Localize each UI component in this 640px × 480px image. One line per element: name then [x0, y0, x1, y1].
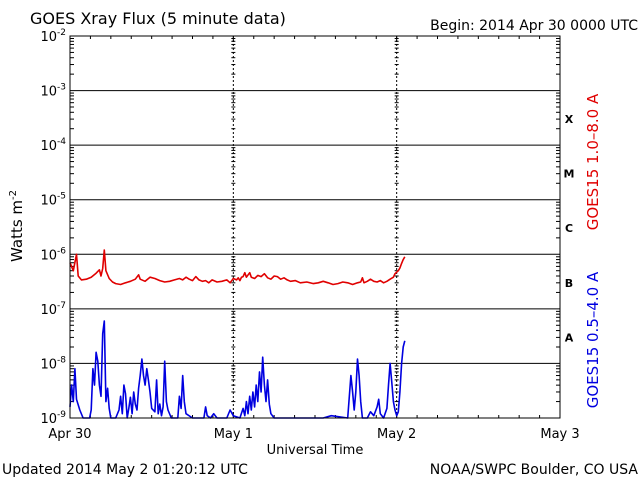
y-tick-label: 10-3 — [40, 83, 66, 100]
y-tick-base: 10 — [40, 248, 57, 263]
y-tick-base: 10 — [40, 412, 57, 427]
flare-class-label: B — [565, 277, 573, 290]
y-tick-label: 10-5 — [40, 192, 66, 209]
y-tick-label: 10-2 — [40, 28, 66, 45]
y-axis-label-text: Watts m-2 — [8, 190, 26, 262]
y-tick-label: 10-7 — [40, 301, 66, 318]
y-tick-exponent: -4 — [57, 137, 66, 147]
x-tick-label: May 2 — [377, 427, 416, 442]
flare-class-label: M — [564, 168, 575, 181]
y-tick-base: 10 — [40, 30, 57, 45]
x-axis-label: Universal Time — [267, 443, 364, 458]
y-tick-base: 10 — [40, 357, 57, 372]
y-tick-base: 10 — [40, 303, 57, 318]
x-tick-label: May 1 — [214, 427, 253, 442]
y-tick-base: 10 — [40, 194, 57, 209]
y-tick-exponent: -8 — [57, 355, 66, 365]
x-tick-label: May 3 — [540, 427, 579, 442]
y-tick-labels: 10-210-310-410-510-610-710-810-9 — [40, 28, 66, 427]
flare-class-label: A — [565, 331, 574, 344]
plot-frame — [69, 35, 561, 419]
y-axis-label: Watts m-2 — [8, 190, 26, 262]
series-line-long-channel — [69, 249, 406, 286]
begin-label: Begin: 2014 Apr 30 0000 UTC — [430, 18, 638, 34]
y-tick-exponent: -6 — [57, 246, 66, 256]
y-tick-exponent: -3 — [57, 83, 66, 93]
flare-class-label: X — [565, 113, 574, 126]
y-tick-base: 10 — [40, 85, 57, 100]
flare-class-label: C — [565, 222, 573, 235]
y-tick-exponent: -7 — [57, 301, 66, 311]
chart-title: GOES Xray Flux (5 minute data) — [30, 9, 286, 28]
y-tick-label: 10-4 — [40, 137, 66, 154]
y-tick-base: 10 — [40, 139, 57, 154]
y-axis-label-exponent: -2 — [8, 190, 19, 200]
legend-series-long: GOES15 1.0–8.0 A — [584, 93, 602, 230]
flare-class-labels: X M C B A — [564, 113, 575, 344]
updated-timestamp: Updated 2014 May 2 01:20:12 UTC — [2, 462, 248, 478]
y-tick-label: 10-8 — [40, 355, 66, 372]
credit-text: NOAA/SWPC Boulder, CO USA — [430, 462, 639, 478]
y-tick-exponent: -2 — [57, 28, 66, 38]
y-tick-exponent: -5 — [57, 192, 66, 202]
y-tick-label: 10-9 — [40, 410, 66, 427]
y-axis-label-unit: Watts m — [8, 200, 26, 262]
gridlines — [70, 36, 560, 418]
x-tick-label: Apr 30 — [48, 427, 91, 442]
y-tick-label: 10-6 — [40, 246, 66, 263]
legend-series-short: GOES15 0.5–4.0 A — [584, 271, 602, 408]
x-tick-labels: Apr 30 May 1 May 2 May 3 — [48, 427, 579, 442]
y-tick-exponent: -9 — [57, 410, 66, 420]
